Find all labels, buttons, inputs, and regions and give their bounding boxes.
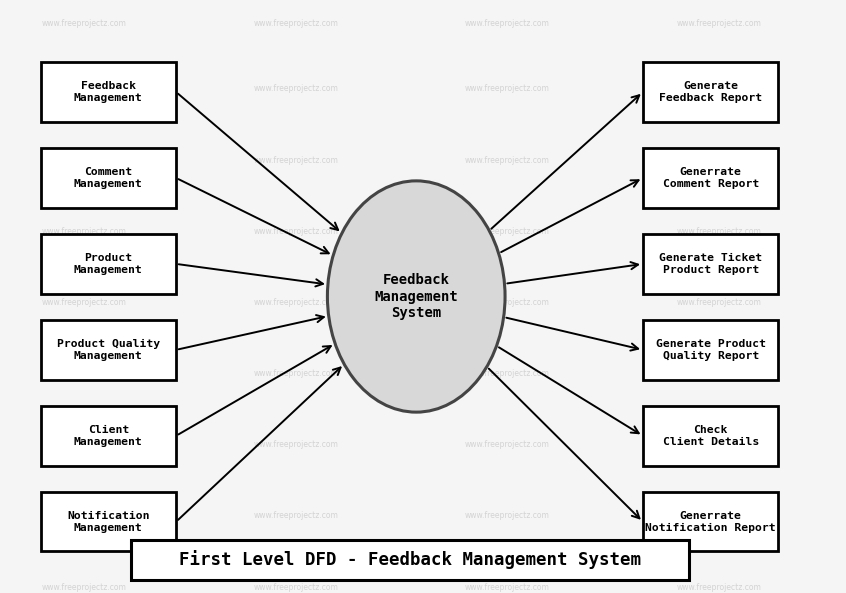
Text: www.freeprojectz.com: www.freeprojectz.com [42, 369, 127, 378]
Text: Check
Client Details: Check Client Details [662, 425, 759, 447]
Text: www.freeprojectz.com: www.freeprojectz.com [42, 582, 127, 592]
Text: Notification
Management: Notification Management [67, 511, 150, 533]
Text: Feedback
Management: Feedback Management [74, 81, 143, 103]
Text: www.freeprojectz.com: www.freeprojectz.com [677, 298, 761, 307]
Text: www.freeprojectz.com: www.freeprojectz.com [677, 84, 761, 94]
FancyBboxPatch shape [41, 320, 176, 380]
Text: www.freeprojectz.com: www.freeprojectz.com [42, 298, 127, 307]
FancyBboxPatch shape [643, 320, 778, 380]
Text: www.freeprojectz.com: www.freeprojectz.com [254, 511, 338, 521]
Text: www.freeprojectz.com: www.freeprojectz.com [42, 511, 127, 521]
FancyBboxPatch shape [41, 492, 176, 551]
FancyBboxPatch shape [41, 62, 176, 122]
Text: Client
Management: Client Management [74, 425, 143, 447]
FancyBboxPatch shape [643, 62, 778, 122]
Text: www.freeprojectz.com: www.freeprojectz.com [42, 440, 127, 449]
Text: www.freeprojectz.com: www.freeprojectz.com [42, 19, 127, 28]
Text: www.freeprojectz.com: www.freeprojectz.com [254, 19, 338, 28]
FancyBboxPatch shape [41, 148, 176, 208]
Text: www.freeprojectz.com: www.freeprojectz.com [465, 511, 550, 521]
Text: www.freeprojectz.com: www.freeprojectz.com [677, 227, 761, 236]
FancyBboxPatch shape [41, 234, 176, 294]
Text: Generate Product
Quality Report: Generate Product Quality Report [656, 339, 766, 361]
Text: www.freeprojectz.com: www.freeprojectz.com [254, 369, 338, 378]
Text: www.freeprojectz.com: www.freeprojectz.com [465, 582, 550, 592]
Text: Generate
Feedback Report: Generate Feedback Report [659, 81, 762, 103]
FancyBboxPatch shape [131, 540, 689, 580]
FancyBboxPatch shape [41, 406, 176, 466]
Text: www.freeprojectz.com: www.freeprojectz.com [42, 227, 127, 236]
Text: www.freeprojectz.com: www.freeprojectz.com [465, 369, 550, 378]
Text: www.freeprojectz.com: www.freeprojectz.com [465, 298, 550, 307]
Text: www.freeprojectz.com: www.freeprojectz.com [465, 227, 550, 236]
Text: www.freeprojectz.com: www.freeprojectz.com [254, 582, 338, 592]
Text: www.freeprojectz.com: www.freeprojectz.com [677, 369, 761, 378]
Text: Generrate
Notification Report: Generrate Notification Report [645, 511, 776, 533]
Text: www.freeprojectz.com: www.freeprojectz.com [465, 19, 550, 28]
Text: Feedback
Management
System: Feedback Management System [375, 273, 458, 320]
Text: Product Quality
Management: Product Quality Management [57, 339, 160, 361]
Text: Generrate
Comment Report: Generrate Comment Report [662, 167, 759, 189]
Text: www.freeprojectz.com: www.freeprojectz.com [254, 84, 338, 94]
Text: www.freeprojectz.com: www.freeprojectz.com [42, 84, 127, 94]
Ellipse shape [327, 181, 505, 412]
Text: www.freeprojectz.com: www.freeprojectz.com [677, 511, 761, 521]
Text: Comment
Management: Comment Management [74, 167, 143, 189]
Text: www.freeprojectz.com: www.freeprojectz.com [465, 440, 550, 449]
Text: www.freeprojectz.com: www.freeprojectz.com [254, 227, 338, 236]
FancyBboxPatch shape [643, 492, 778, 551]
Text: www.freeprojectz.com: www.freeprojectz.com [677, 155, 761, 165]
Text: www.freeprojectz.com: www.freeprojectz.com [465, 155, 550, 165]
Text: Product
Management: Product Management [74, 253, 143, 275]
Text: www.freeprojectz.com: www.freeprojectz.com [42, 155, 127, 165]
Text: www.freeprojectz.com: www.freeprojectz.com [254, 440, 338, 449]
Text: Generate Ticket
Product Report: Generate Ticket Product Report [659, 253, 762, 275]
FancyBboxPatch shape [643, 234, 778, 294]
FancyBboxPatch shape [643, 148, 778, 208]
Text: www.freeprojectz.com: www.freeprojectz.com [465, 84, 550, 94]
Text: www.freeprojectz.com: www.freeprojectz.com [677, 19, 761, 28]
Text: First Level DFD - Feedback Management System: First Level DFD - Feedback Management Sy… [179, 550, 641, 569]
Text: www.freeprojectz.com: www.freeprojectz.com [677, 582, 761, 592]
Text: www.freeprojectz.com: www.freeprojectz.com [254, 298, 338, 307]
Text: www.freeprojectz.com: www.freeprojectz.com [254, 155, 338, 165]
FancyBboxPatch shape [643, 406, 778, 466]
Text: www.freeprojectz.com: www.freeprojectz.com [677, 440, 761, 449]
